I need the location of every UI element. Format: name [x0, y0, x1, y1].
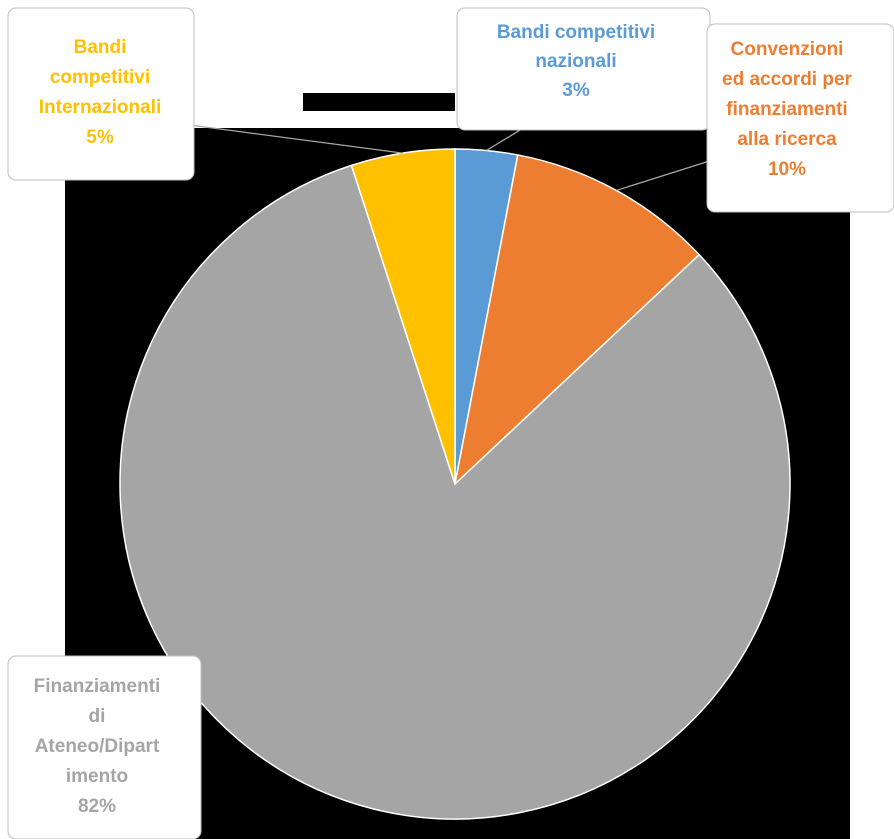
data-label-line-2-0: Finanziamenti — [34, 676, 161, 697]
data-label-line-1-2: finanziamenti — [726, 99, 847, 120]
data-label-line-1-3: alla ricerca — [737, 129, 837, 150]
data-label-line-3-1: competitivi — [50, 67, 150, 88]
pie-slices — [119, 148, 791, 820]
data-label-percent-2: 82% — [78, 796, 116, 817]
leader-line-1 — [616, 156, 723, 192]
data-label-box-3 — [7, 7, 195, 181]
pie-slice-3 — [350, 148, 456, 485]
data-labels: Bandi competitivi nazionali 3% Convenzioni e… — [7, 7, 894, 839]
data-label-line-3-2: Internazionali — [39, 97, 161, 118]
data-label-line-1-0: Convenzioni — [731, 39, 844, 60]
data-label-line-1-1: ed accordi per — [722, 69, 852, 90]
data-label-percent-1: 10% — [768, 159, 806, 180]
data-label-line-0-1: nazionali — [535, 51, 616, 72]
data-label-line-2-3: imento — [66, 766, 128, 787]
data-label-percent-0: 3% — [562, 80, 590, 101]
pie-slice-1 — [453, 154, 701, 487]
data-label-line-2-2: Ateneo/Dipart — [35, 736, 160, 757]
leader-line-3 — [181, 123, 403, 154]
data-label-percent-3: 5% — [86, 127, 114, 148]
data-label-box-2 — [7, 655, 202, 839]
pie-slice-2 — [119, 164, 791, 820]
data-label-box-1 — [706, 23, 894, 213]
data-label-line-0-0: Bandi competitivi — [497, 22, 655, 43]
data-label-line-2-1: di — [89, 706, 106, 727]
chart-background-top — [303, 93, 455, 111]
data-label-line-3-0: Bandi — [74, 37, 127, 58]
